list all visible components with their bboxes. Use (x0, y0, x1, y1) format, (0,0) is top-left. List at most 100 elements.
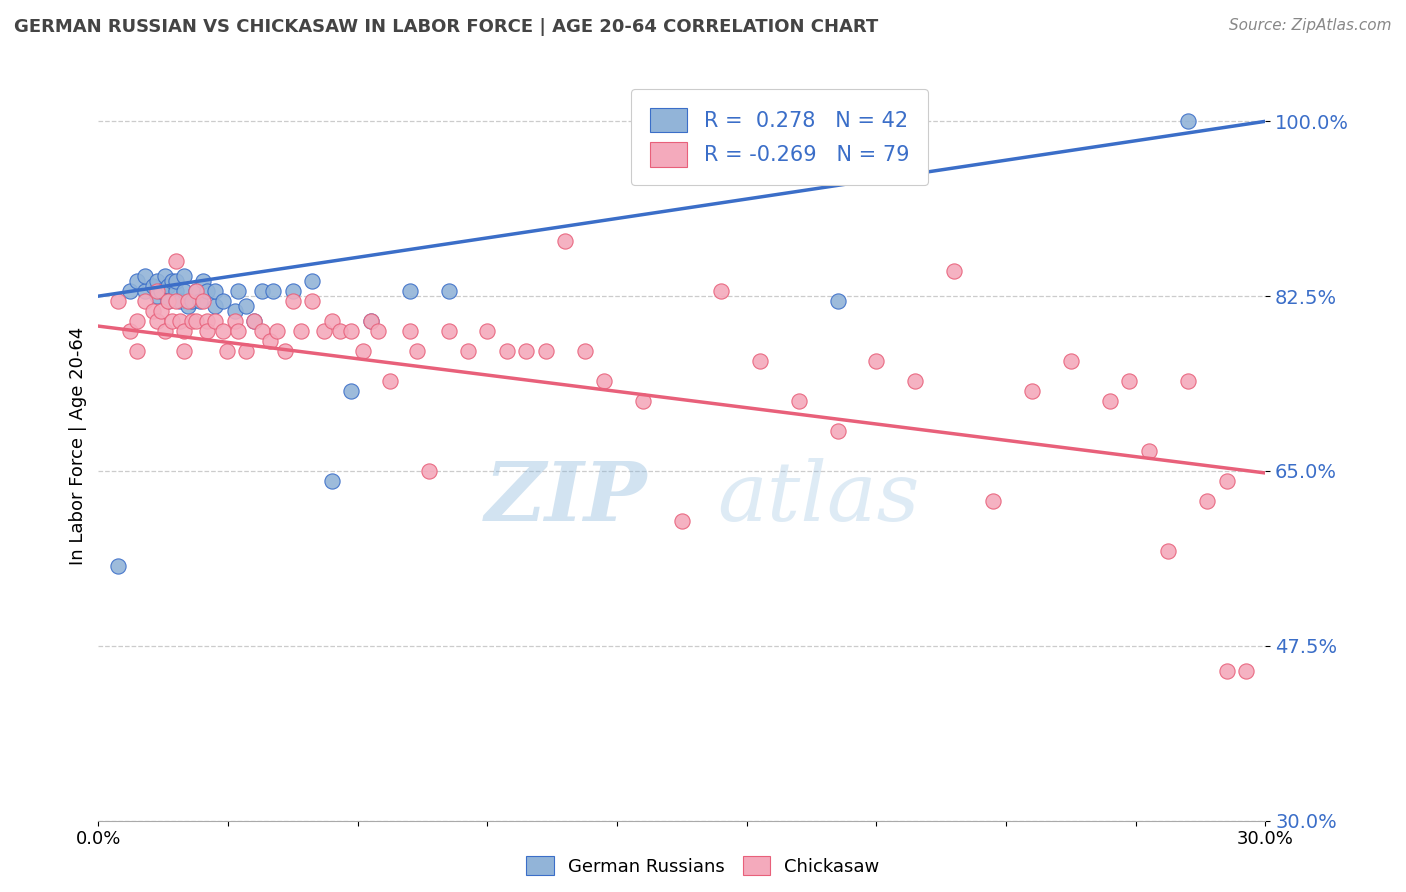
Point (301, 274, 323, 288)
Point (162, 274, 184, 288)
Point (554, 234, 576, 248)
Point (177, 299, 200, 313)
Point (398, 324, 420, 338)
Point (301, 294, 323, 309)
Point (259, 334, 281, 348)
Text: atlas: atlas (717, 458, 920, 539)
Point (787, 394, 810, 409)
Point (127, 274, 149, 288)
Point (153, 269, 176, 284)
Point (1098, 394, 1121, 409)
Point (457, 344, 479, 359)
Point (107, 294, 129, 309)
Point (134, 294, 156, 309)
Point (146, 274, 169, 288)
Point (329, 324, 352, 338)
Point (281, 294, 304, 309)
Point (165, 294, 187, 309)
Point (981, 494, 1004, 508)
Point (534, 344, 557, 359)
Point (107, 558, 129, 573)
Point (118, 284, 141, 298)
Point (146, 284, 169, 298)
Point (352, 344, 374, 359)
Point (224, 314, 246, 328)
Point (418, 464, 440, 478)
Point (250, 324, 273, 338)
Text: ZIP: ZIP (484, 458, 647, 539)
Point (1118, 374, 1140, 388)
Point (146, 314, 169, 328)
Point (1215, 664, 1237, 678)
Point (215, 344, 238, 359)
Point (173, 284, 195, 298)
Point (281, 284, 304, 298)
Point (398, 284, 420, 298)
Point (180, 294, 202, 309)
Point (180, 314, 202, 328)
Point (827, 294, 849, 309)
Point (228, 284, 250, 298)
Point (224, 304, 246, 318)
Point (1137, 444, 1160, 458)
Point (193, 274, 215, 288)
Point (127, 314, 149, 328)
Point (1215, 474, 1237, 488)
Point (235, 344, 257, 359)
Point (165, 274, 187, 288)
Point (496, 344, 519, 359)
Point (1060, 354, 1083, 368)
Point (250, 284, 273, 298)
Point (1021, 384, 1043, 398)
Point (127, 344, 149, 359)
Point (162, 314, 184, 328)
Text: Source: ZipAtlas.com: Source: ZipAtlas.com (1229, 18, 1392, 33)
Point (184, 284, 207, 298)
Point (173, 269, 195, 284)
Point (360, 314, 382, 328)
Point (204, 314, 226, 328)
Legend: German Russians, Chickasaw: German Russians, Chickasaw (519, 849, 887, 883)
Point (321, 474, 343, 488)
Point (312, 324, 335, 338)
Point (574, 344, 596, 359)
Point (195, 284, 218, 298)
Point (943, 264, 966, 278)
Point (360, 314, 382, 328)
Point (149, 284, 172, 298)
Point (243, 314, 266, 328)
Point (1177, 374, 1199, 388)
Point (274, 344, 297, 359)
Point (437, 284, 460, 298)
Point (477, 324, 499, 338)
Point (262, 284, 284, 298)
Point (827, 424, 849, 438)
Point (134, 284, 156, 298)
Point (184, 314, 207, 328)
Point (266, 324, 288, 338)
Point (134, 269, 156, 284)
Point (865, 354, 887, 368)
Point (142, 304, 165, 318)
Point (204, 284, 226, 298)
Point (188, 294, 211, 309)
Point (118, 324, 141, 338)
Y-axis label: In Labor Force | Age 20-64: In Labor Force | Age 20-64 (69, 326, 87, 566)
Point (1157, 544, 1180, 558)
Point (142, 279, 165, 293)
Point (157, 294, 180, 309)
Point (165, 254, 187, 268)
Point (367, 324, 389, 338)
Point (173, 324, 195, 338)
Point (153, 324, 176, 338)
Point (1195, 494, 1218, 508)
Point (184, 284, 207, 298)
Point (710, 284, 733, 298)
Point (631, 394, 654, 409)
Point (165, 284, 187, 298)
Point (195, 324, 218, 338)
Legend: R =  0.278   N = 42, R = -0.269   N = 79: R = 0.278 N = 42, R = -0.269 N = 79 (631, 89, 928, 186)
Point (243, 314, 266, 328)
Point (204, 299, 226, 313)
Point (169, 294, 191, 309)
